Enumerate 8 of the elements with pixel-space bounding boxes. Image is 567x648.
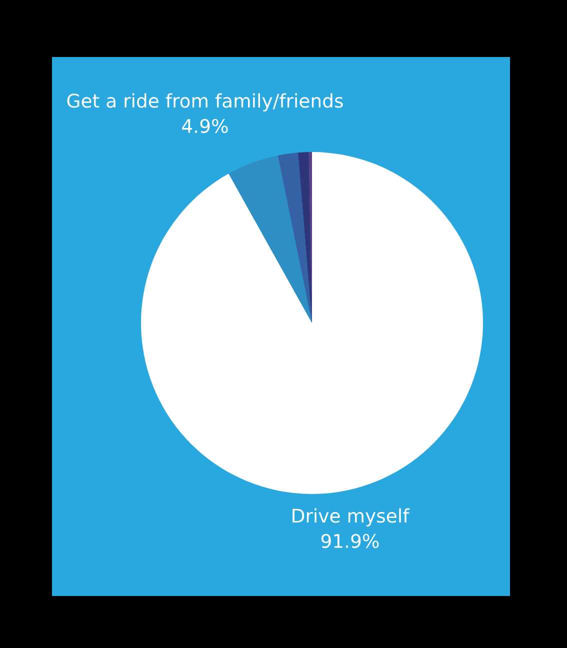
pie-slice bbox=[141, 152, 483, 494]
pie-slice bbox=[228, 155, 312, 323]
pie-slice bbox=[298, 152, 312, 323]
pie-slice bbox=[278, 152, 312, 323]
slice-label: Get a ride from family/friends bbox=[67, 93, 343, 112]
data-label: 91.9% bbox=[321, 534, 379, 548]
slice-label: Drive myself bbox=[292, 508, 410, 526]
data-label: 4.9% bbox=[182, 118, 228, 134]
